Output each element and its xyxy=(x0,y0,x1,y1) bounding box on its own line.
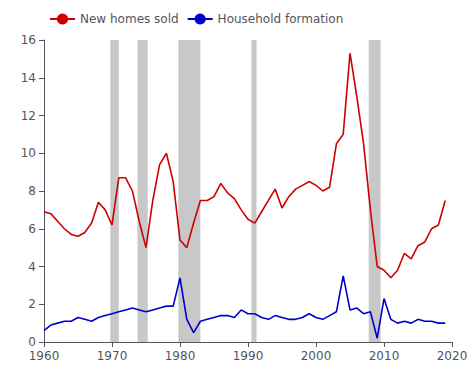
svg-text:2000: 2000 xyxy=(301,349,332,363)
svg-text:6: 6 xyxy=(28,222,36,236)
svg-text:2: 2 xyxy=(28,297,36,311)
svg-text:10: 10 xyxy=(21,146,36,160)
svg-text:1980: 1980 xyxy=(165,349,196,363)
svg-text:0: 0 xyxy=(28,335,36,349)
svg-text:4: 4 xyxy=(28,260,36,274)
svg-text:16: 16 xyxy=(21,33,36,47)
svg-text:1970: 1970 xyxy=(97,349,128,363)
svg-text:14: 14 xyxy=(21,71,36,85)
svg-text:1990: 1990 xyxy=(233,349,264,363)
svg-text:8: 8 xyxy=(28,184,36,198)
svg-text:New homes sold: New homes sold xyxy=(80,12,179,26)
svg-text:2020: 2020 xyxy=(437,349,468,363)
svg-text:12: 12 xyxy=(21,109,36,123)
svg-text:2010: 2010 xyxy=(369,349,400,363)
svg-text:1960: 1960 xyxy=(29,349,60,363)
svg-text:Household formation: Household formation xyxy=(218,12,344,26)
